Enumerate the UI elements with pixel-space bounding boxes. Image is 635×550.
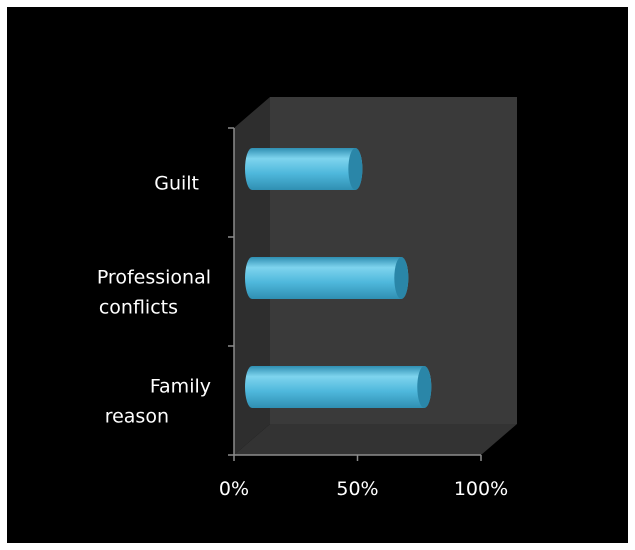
x-tick-label: 50% xyxy=(336,478,378,500)
bar-3-end-cap xyxy=(417,366,432,408)
x-tick-label: 100% xyxy=(454,478,508,500)
bar-2 xyxy=(245,257,409,299)
bar-1 xyxy=(245,148,363,190)
bar-chart: 0% 50% 100% Guilt Professional conflicts Famil… xyxy=(97,97,517,500)
plot-floor xyxy=(234,424,517,455)
chart-frame: 0% 50% 100% Guilt Professional conflicts Famil… xyxy=(7,7,628,543)
x-tick-label: 0% xyxy=(219,478,249,500)
category-label: Guilt xyxy=(154,173,199,195)
bar-1-end-cap xyxy=(348,148,363,190)
category-label: conflicts xyxy=(99,297,178,319)
category-label: Family xyxy=(150,376,211,398)
category-label: reason xyxy=(105,406,169,428)
bar-3 xyxy=(245,366,432,408)
bar-2-end-cap xyxy=(394,257,409,299)
category-label: Professional xyxy=(97,267,211,289)
